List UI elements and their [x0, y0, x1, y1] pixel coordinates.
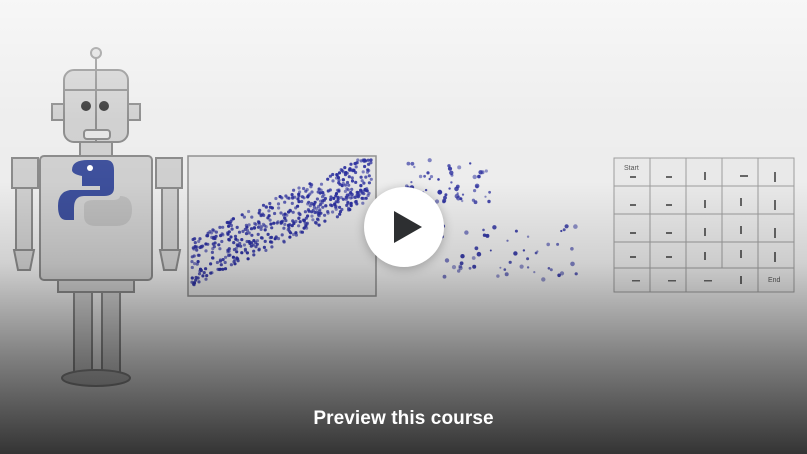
table-header-label: Start [624, 165, 639, 172]
data-table-illustration: Start End [613, 157, 795, 293]
preview-caption: Preview this course [313, 408, 494, 429]
scatter-plot-left [187, 155, 377, 297]
play-icon [393, 211, 422, 243]
play-button[interactable] [364, 187, 444, 267]
table-footer-label: End [768, 277, 781, 284]
